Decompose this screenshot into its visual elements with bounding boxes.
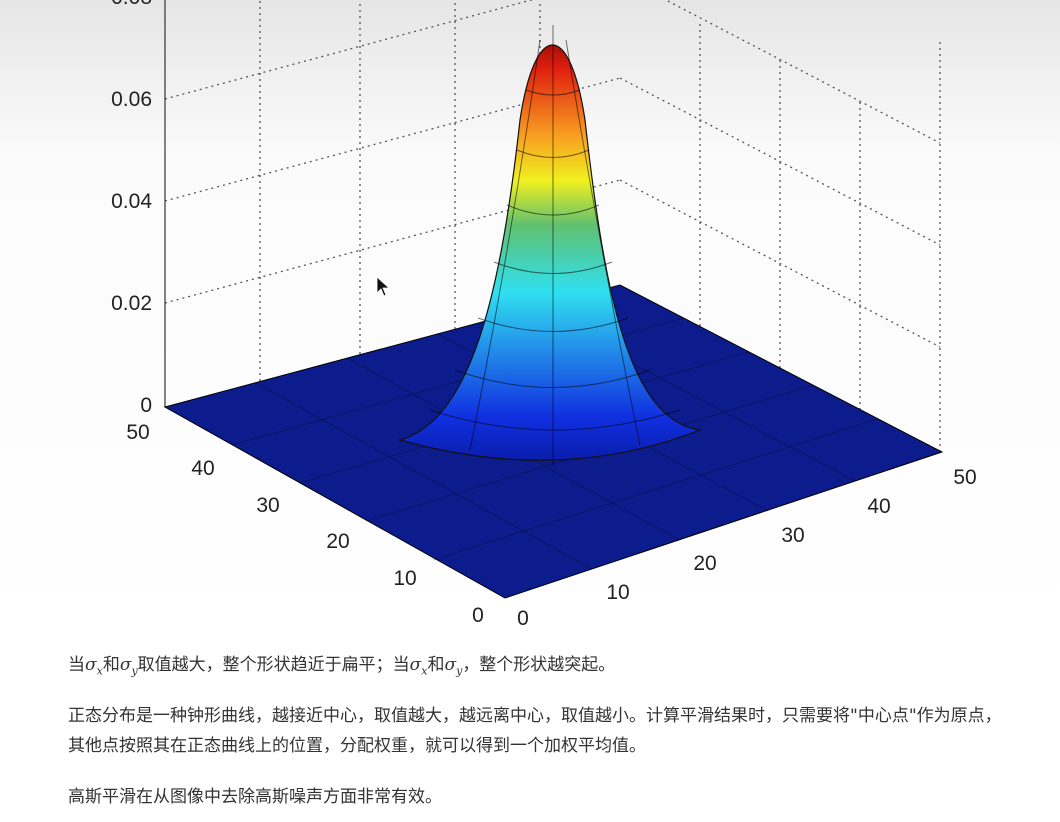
- x-tick-label: 20: [693, 552, 716, 575]
- y-tick-label: 40: [191, 457, 214, 480]
- surface-mesh: [429, 25, 681, 465]
- math-sub: x: [421, 664, 428, 678]
- z-tick-label: 0.08: [111, 0, 152, 9]
- x-tick-label: 0: [517, 607, 529, 630]
- z-tick-label: 0.06: [111, 88, 152, 111]
- y-tick-label: 0: [472, 604, 484, 627]
- gaussian-surface: [397, 44, 703, 461]
- math: σ: [444, 655, 457, 675]
- y-tick-label: 30: [256, 494, 279, 517]
- figure: 0 0.02 0.04 0.06 0.08 0 10 20 30 40 50 0…: [0, 0, 1060, 640]
- text: ，整个形状越突起。: [462, 655, 616, 675]
- z-ticks: 0 0.02 0.04 0.06 0.08: [111, 0, 152, 417]
- text: 当: [68, 655, 85, 675]
- z-tick-label: 0.02: [111, 292, 152, 315]
- y-tick-label: 10: [393, 567, 416, 590]
- math: σ: [409, 655, 422, 675]
- x-tick-label: 10: [606, 581, 629, 604]
- paragraph: 高斯平滑在从图像中去除高斯噪声方面非常有效。: [68, 787, 442, 807]
- y-tick-label: 20: [326, 530, 349, 553]
- grid: [164, 0, 941, 452]
- x-tick-label: 50: [953, 466, 976, 489]
- x-tick-label: 30: [781, 524, 804, 547]
- text: 取值越大，整个形状趋近于扁平；当: [137, 655, 410, 675]
- x-tick-label: 40: [867, 495, 890, 518]
- math: σ: [119, 655, 132, 675]
- math-sub: y: [131, 664, 138, 678]
- paragraph: 正态分布是一种钟形曲线，越接近中心，取值越大，越远离中心，取值越小。计算平滑结果…: [68, 706, 1002, 756]
- paragraph: 当σx和σy取值越大，整个形状趋近于扁平；当σx和σy，整个形状越突起。: [68, 650, 1008, 686]
- z-tick-label: 0.04: [111, 190, 152, 213]
- mouse-cursor: [376, 276, 391, 297]
- math-sub: x: [96, 664, 103, 678]
- text: 和: [102, 655, 120, 675]
- math: σ: [85, 655, 97, 675]
- z-tick-label: 0: [140, 394, 152, 417]
- y-tick-label: 50: [126, 421, 149, 444]
- math-sub: y: [456, 664, 463, 678]
- x-ticks: 0 10 20 30 40 50: [517, 466, 977, 630]
- text: 和: [427, 655, 445, 675]
- y-ticks: 0 10 20 30 40 50: [126, 421, 484, 627]
